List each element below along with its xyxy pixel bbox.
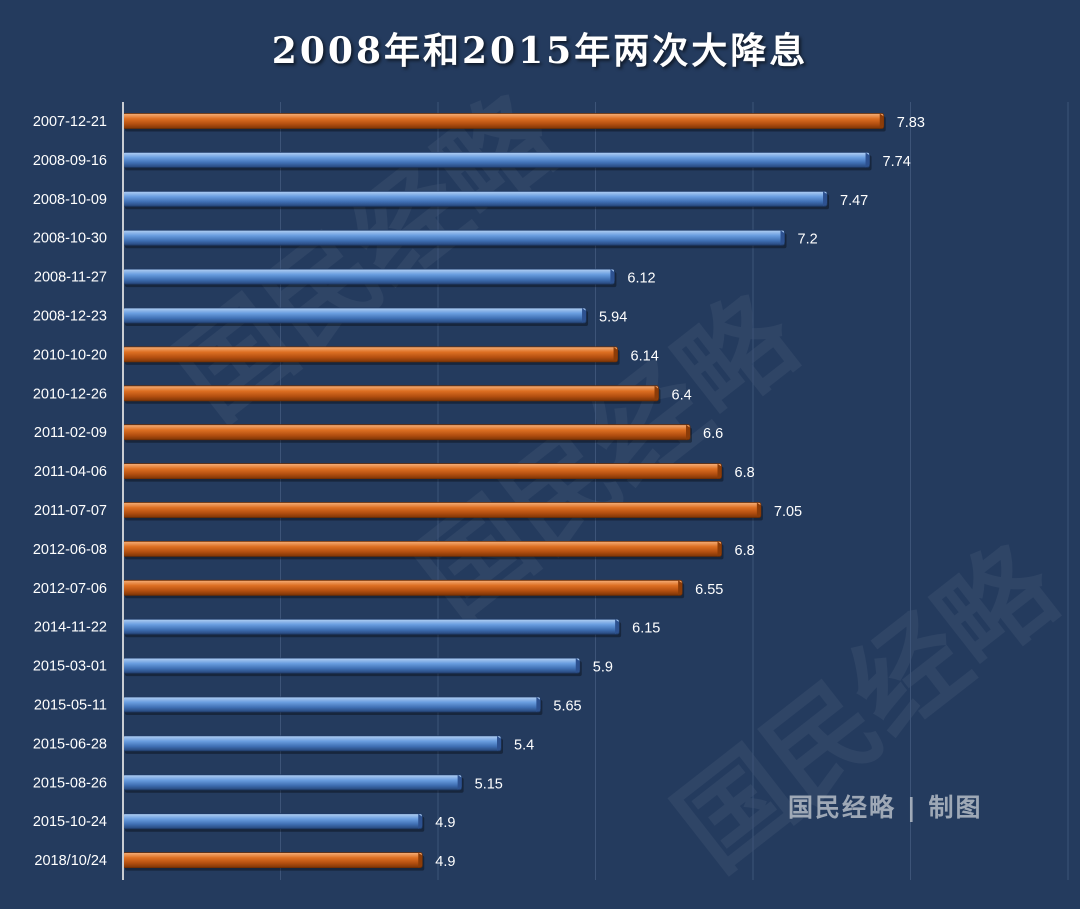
tick-label-2008-12-23: 2008-12-23 <box>33 309 107 325</box>
tick-label-2015-06-28: 2015-06-28 <box>33 736 107 752</box>
tick-label-2015-03-01: 2015-03-01 <box>33 659 107 675</box>
data-label-2008-11-27: 6.12 <box>627 271 655 287</box>
data-label-2014-11-22: 6.15 <box>632 621 660 637</box>
bar-2008-12-23 <box>122 307 587 324</box>
data-label-2012-07-06: 6.55 <box>695 582 723 598</box>
bar-2008-09-16 <box>122 151 870 168</box>
bar-end-cap <box>879 113 884 129</box>
data-label-2008-12-23: 5.94 <box>599 310 627 326</box>
bar-end-cap <box>457 774 462 790</box>
bar-2015-05-11 <box>122 696 541 713</box>
tick-label-2018/10/24: 2018/10/24 <box>34 853 107 869</box>
data-label-2015-06-28: 5.4 <box>514 737 534 753</box>
tick-label-2011-04-06: 2011-04-06 <box>34 464 107 480</box>
bar-2015-10-24 <box>122 813 423 830</box>
bar-end-cap <box>536 697 541 712</box>
bar-end-cap <box>823 191 828 207</box>
bar-end-cap <box>717 463 722 479</box>
bar-2011-07-07 <box>122 502 762 518</box>
data-label-2008-10-09: 7.47 <box>840 193 868 209</box>
tick-label-2008-09-16: 2008-09-16 <box>33 153 107 169</box>
bar-2008-10-09 <box>122 190 828 207</box>
data-label-2011-04-06: 6.8 <box>735 465 755 481</box>
bar-2015-03-01 <box>122 657 581 674</box>
tick-label-2015-08-26: 2015-08-26 <box>33 775 107 791</box>
bar-end-cap <box>717 541 722 557</box>
bar-2011-02-09 <box>122 424 691 441</box>
data-label-2007-12-21: 7.83 <box>897 115 925 131</box>
tick-label-2007-12-21: 2007-12-21 <box>33 114 107 130</box>
tick-label-2010-12-26: 2010-12-26 <box>33 386 107 402</box>
bars <box>122 113 886 871</box>
data-label-2015-10-24: 4.9 <box>435 815 455 831</box>
bar-2008-10-30 <box>122 229 785 246</box>
data-label-2008-10-30: 7.2 <box>798 232 818 248</box>
bar-end-cap <box>678 580 683 596</box>
bar-2018/10/24 <box>122 852 423 868</box>
tick-label-2012-07-06: 2012-07-06 <box>33 581 107 597</box>
bar-end-cap <box>780 230 785 246</box>
data-label-2015-05-11: 5.65 <box>553 699 581 715</box>
bar-end-cap <box>497 735 501 751</box>
tick-label-2014-11-22: 2014-11-22 <box>34 620 107 636</box>
bar-end-cap <box>865 152 870 168</box>
bar-end-cap <box>756 502 761 518</box>
tick-label-2015-05-11: 2015-05-11 <box>34 698 107 714</box>
bar-2010-12-26 <box>122 385 659 402</box>
tick-label-2012-06-08: 2012-06-08 <box>33 542 107 558</box>
bar-end-cap <box>654 385 659 401</box>
bar-end-cap <box>418 852 423 868</box>
bar-2011-04-06 <box>122 463 722 480</box>
data-label-2011-02-09: 6.6 <box>703 426 723 442</box>
tick-label-2011-02-09: 2011-02-09 <box>34 425 107 441</box>
bar-2012-07-06 <box>122 579 683 596</box>
data-label-2010-10-20: 6.14 <box>631 348 659 364</box>
data-label-2018/10/24: 4.9 <box>435 854 455 870</box>
data-label-2012-06-08: 6.8 <box>735 543 755 559</box>
tick-label-2008-10-09: 2008-10-09 <box>33 192 107 208</box>
bar-end-cap <box>686 424 690 440</box>
tick-label-2008-11-27: 2008-11-27 <box>34 270 107 286</box>
bar-end-cap <box>613 346 618 362</box>
chart-title: 2008年和2015年两次大降息 <box>271 30 809 72</box>
gridlines <box>280 102 1069 880</box>
credit-text: 国民经略 | 制图 <box>788 793 983 822</box>
tick-label-2010-10-20: 2010-10-20 <box>33 347 107 363</box>
tick-label-2008-10-30: 2008-10-30 <box>33 231 107 247</box>
bar-2010-10-20 <box>122 346 618 363</box>
bar-end-cap <box>615 619 620 635</box>
bar-2015-06-28 <box>122 735 502 752</box>
bar-end-cap <box>418 813 423 829</box>
data-label-2015-03-01: 5.9 <box>593 660 613 676</box>
tick-label-2015-10-24: 2015-10-24 <box>33 814 107 830</box>
bar-2012-06-08 <box>122 541 722 557</box>
bar-2015-08-26 <box>122 774 463 791</box>
bar-2007-12-21 <box>122 113 885 129</box>
data-label-2011-07-07: 7.05 <box>774 504 802 520</box>
labels: 2007-12-21 7.83 2008-09-16 7.74 2008-10-09 7.… <box>33 114 925 870</box>
bar-end-cap <box>575 658 580 674</box>
bar-end-cap <box>610 269 615 285</box>
bar-2014-11-22 <box>122 618 620 635</box>
data-label-2015-08-26: 5.15 <box>475 776 503 792</box>
bar-2008-11-27 <box>122 268 615 285</box>
data-label-2010-12-26: 6.4 <box>672 387 692 403</box>
bar-end-cap <box>582 308 587 323</box>
data-label-2008-09-16: 7.74 <box>883 154 911 170</box>
tick-label-2011-07-07: 2011-07-07 <box>34 503 107 519</box>
